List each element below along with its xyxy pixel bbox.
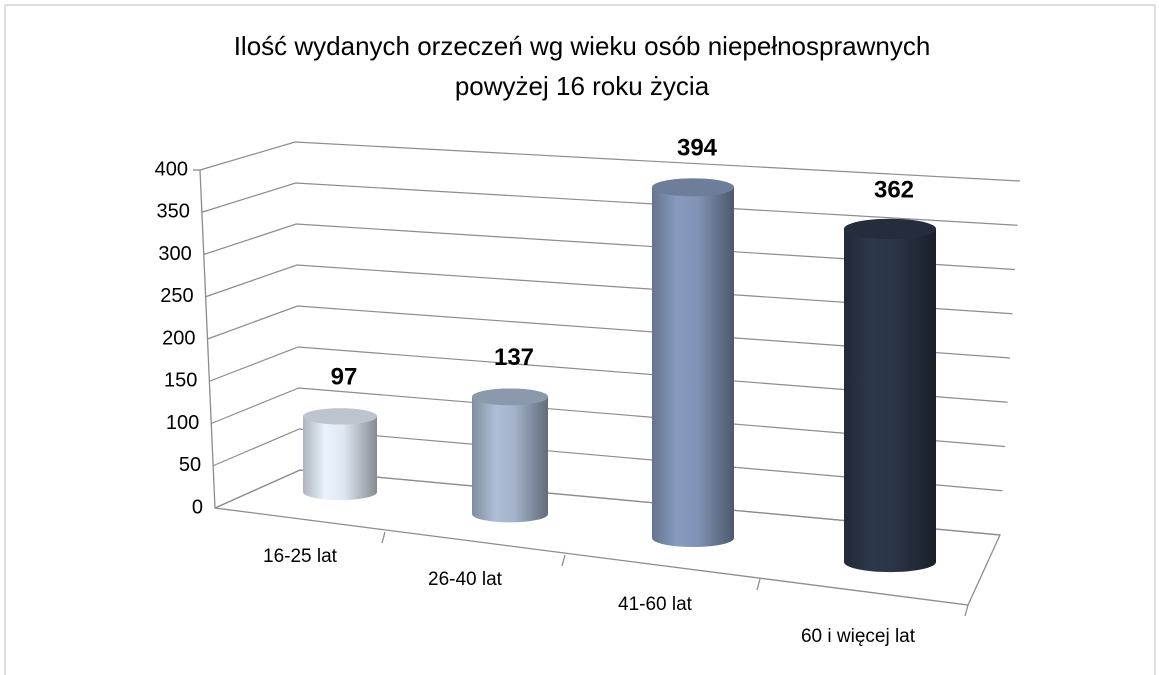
y-tick-label: 350 [157, 201, 190, 223]
y-tick-label: 400 [155, 158, 188, 180]
bar-top [844, 218, 936, 240]
axis-tick [561, 554, 566, 567]
axis-tick [756, 578, 761, 591]
y-tick-label: 0 [192, 496, 203, 518]
value-label: 97 [331, 364, 358, 391]
grid-line [203, 223, 1016, 271]
grid-line [214, 469, 1001, 536]
grid-line [211, 387, 1006, 448]
y-tick-label: 300 [158, 243, 191, 265]
axis-tick [964, 604, 969, 617]
x-tick-label: 16-25 lat [263, 546, 338, 567]
x-tick-label: 41-60 lat [618, 594, 693, 615]
grid-line [207, 305, 1011, 359]
value-label: 137 [494, 344, 534, 371]
bar [652, 178, 734, 548]
grid-line [199, 141, 1021, 182]
bar-top [472, 388, 548, 406]
chart-title: powyżej 16 roku życia [455, 71, 710, 101]
grid-line [201, 182, 1018, 226]
value-label: 362 [874, 176, 914, 203]
bar [472, 388, 548, 523]
chart-title: Ilość wydanych orzeczeń wg wieku osób ni… [234, 31, 931, 61]
y-tick-label: 100 [166, 412, 199, 434]
y-tick-label: 250 [160, 285, 193, 307]
bar [303, 408, 377, 501]
x-tick-label: 26-40 lat [428, 569, 503, 590]
grid-line [209, 346, 1008, 403]
y-tick-label: 150 [164, 370, 197, 392]
x-tick-label: 60 i więcej lat [801, 626, 916, 647]
grid-line [212, 428, 1003, 492]
bar-top [303, 408, 377, 425]
y-tick-label: 200 [162, 327, 195, 349]
y-tick-label: 50 [179, 454, 201, 476]
bar [844, 218, 936, 573]
axis-tick [381, 531, 386, 544]
bar-top [652, 178, 734, 197]
grid-line [205, 264, 1013, 315]
value-label: 394 [677, 135, 718, 162]
chart-frame [4, 4, 1156, 675]
